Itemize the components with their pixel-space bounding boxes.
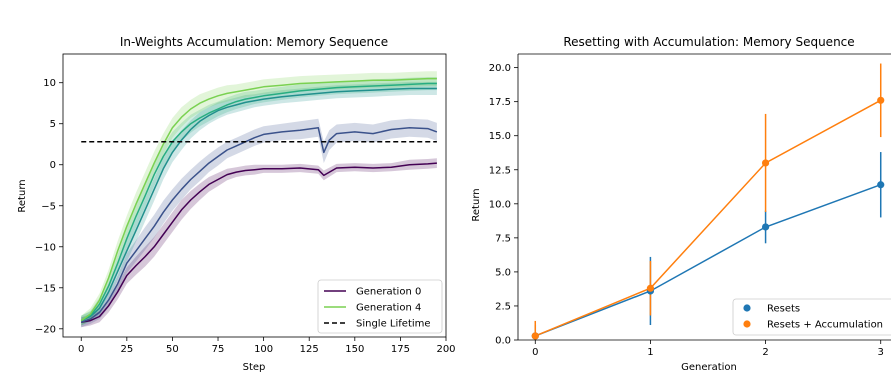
right-y-ticks: 0.0 2.5 5.0 7.5 10.0 12.5 15.0 17.5 20.0	[489, 63, 518, 347]
left-x-tick-label: 100	[254, 344, 273, 355]
left-y-tick-label: 5	[50, 119, 56, 130]
right-y-tick-label: 7.5	[495, 233, 511, 244]
left-legend: Generation 0 Generation 4 Single Lifetime	[317, 279, 443, 334]
right-legend-label-0: Resets	[767, 304, 800, 315]
left-line-series-3	[80, 82, 437, 322]
left-bands	[81, 71, 437, 328]
left-band-series-1	[81, 118, 437, 328]
left-y-axis-label: Return	[17, 179, 28, 212]
right-point-series-1	[531, 332, 539, 340]
right-errorbars	[534, 63, 882, 340]
left-legend-box	[317, 279, 443, 334]
left-band-series-0	[81, 158, 437, 328]
left-y-tick-label: 10	[43, 78, 56, 89]
left-x-tick-label: 25	[120, 344, 133, 355]
left-x-tick-label: 50	[166, 344, 179, 355]
left-y-tick-label: −5	[41, 201, 56, 212]
right-x-tick-label: 3	[878, 347, 884, 358]
right-point-series-0	[877, 181, 885, 189]
right-x-ticks: 0 1 2 3	[532, 340, 884, 358]
right-y-axis-label: Return	[471, 188, 482, 221]
right-y-tick-label: 0.0	[495, 336, 511, 347]
left-line-series-1	[80, 127, 438, 323]
right-y-tick-label: 2.5	[495, 301, 511, 312]
left-x-tick-label: 0	[78, 344, 84, 355]
right-lines	[535, 99, 882, 337]
left-legend-label-2: Single Lifetime	[356, 319, 431, 330]
right-line-series-1	[535, 99, 882, 337]
right-legend-marker-0	[743, 304, 751, 312]
left-chart: In-Weights Accumulation: Memory Sequence…	[17, 35, 456, 373]
right-line-series-0	[535, 183, 881, 337]
right-points	[531, 96, 885, 340]
right-x-axis-label: Generation	[681, 362, 737, 373]
right-point-series-1	[877, 96, 885, 104]
left-x-tick-label: 175	[391, 344, 410, 355]
left-axes-frame	[62, 53, 447, 338]
left-line-series-2	[80, 87, 437, 322]
left-legend-label-1: Generation 4	[356, 303, 421, 314]
left-line-series-0	[81, 162, 437, 323]
right-legend-label-1: Resets + Accumulation	[767, 320, 883, 331]
right-x-tick-label: 1	[647, 347, 653, 358]
left-x-tick-label: 150	[345, 344, 364, 355]
right-legend-marker-1	[743, 320, 751, 328]
left-x-tick-label: 200	[436, 344, 455, 355]
left-x-tick-label: 125	[300, 344, 319, 355]
right-x-tick-label: 2	[762, 347, 768, 358]
left-chart-title: In-Weights Accumulation: Memory Sequence	[120, 35, 388, 49]
right-y-tick-label: 5.0	[495, 267, 511, 278]
left-y-tick-label: −15	[35, 283, 56, 294]
left-y-tick-label: −20	[35, 324, 56, 335]
right-point-series-0	[761, 223, 770, 231]
right-y-tick-label: 20.0	[489, 63, 511, 74]
left-x-axis-label: Step	[243, 362, 266, 373]
left-band-series-4	[81, 71, 437, 326]
right-legend-box	[732, 298, 891, 336]
left-x-ticks: 0 25 50 75 100 125 150 175 200	[78, 337, 456, 355]
left-y-tick-label: 0	[50, 160, 56, 171]
right-point-series-1	[646, 284, 655, 292]
right-point-series-1	[761, 159, 770, 167]
left-y-tick-label: −10	[35, 242, 56, 253]
right-y-tick-label: 17.5	[489, 97, 511, 108]
right-x-tick-label: 0	[532, 347, 538, 358]
left-line-series-4	[80, 77, 437, 322]
left-band-series-3	[81, 77, 437, 326]
right-chart-title: Resetting with Accumulation: Memory Sequ…	[563, 35, 854, 49]
right-y-tick-label: 12.5	[489, 165, 511, 176]
left-y-ticks: −20 −15 −10 −5 0 5 10	[35, 78, 63, 335]
right-legend: Resets Resets + Accumulation	[732, 298, 891, 336]
right-y-tick-label: 10.0	[489, 199, 511, 210]
right-chart: Resetting with Accumulation: Memory Sequ…	[471, 35, 891, 373]
left-band-series-2	[81, 81, 437, 326]
left-lines	[80, 77, 438, 323]
left-legend-label-0: Generation 0	[356, 287, 421, 298]
right-y-tick-label: 15.0	[489, 131, 511, 142]
left-x-tick-label: 75	[212, 344, 225, 355]
